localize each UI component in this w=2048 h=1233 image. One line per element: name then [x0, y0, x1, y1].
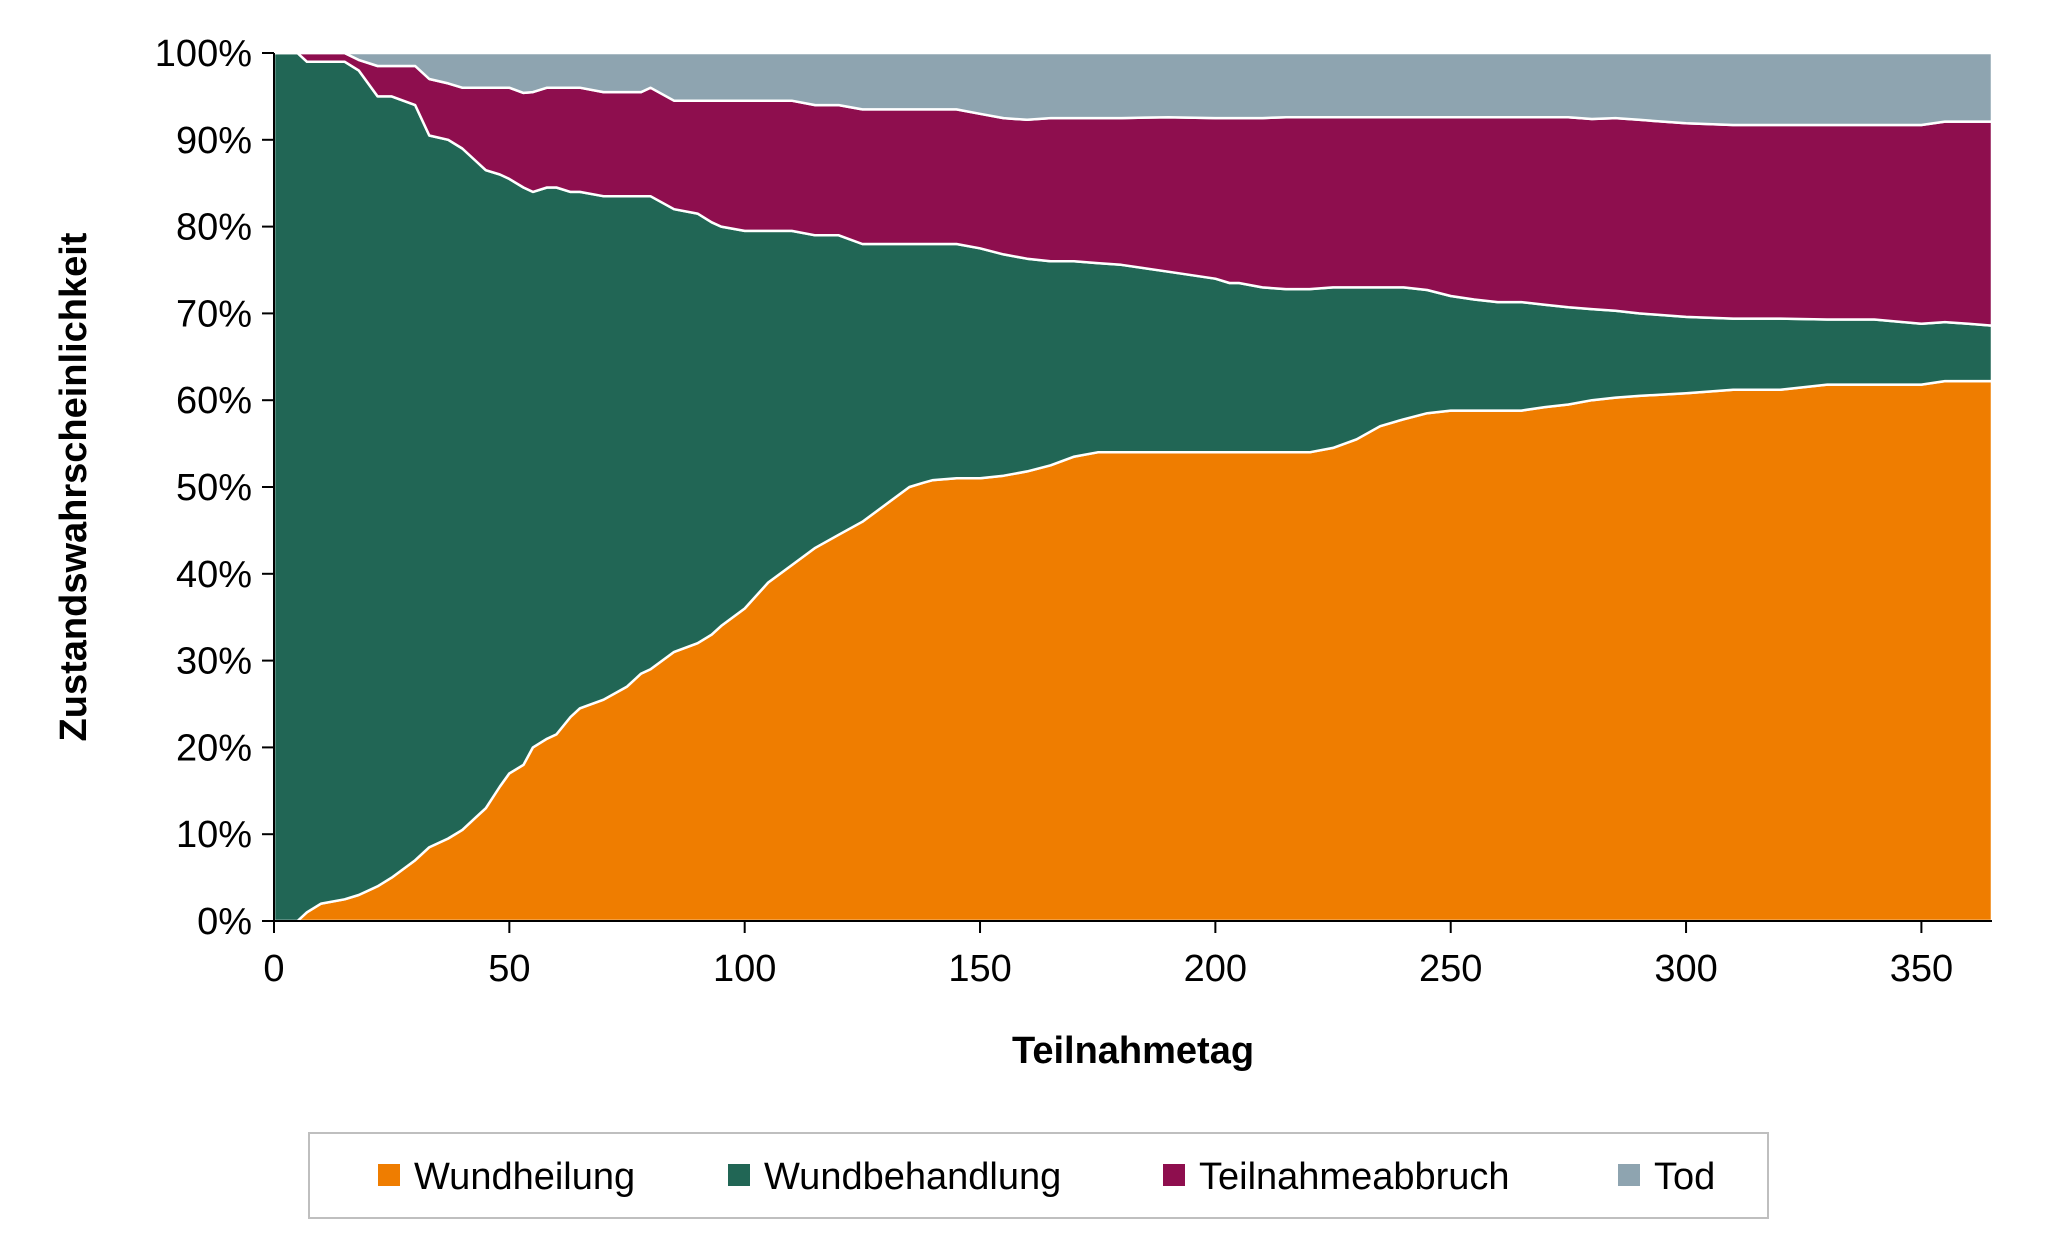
legend-items: Wundheilung Wundbehandlung Teilnahmeabbruc… [378, 1156, 1715, 1198]
legend-box [308, 1132, 1769, 1219]
x-tick-label: 150 [948, 948, 1011, 990]
legend-swatch-wundbehandlung [728, 1164, 750, 1186]
y-tick-label: 10% [176, 814, 252, 856]
legend-label-teilnahmeabbruch: Teilnahmeabbruch [1199, 1156, 1510, 1198]
y-tick-label: 50% [176, 467, 252, 509]
x-axis-title: Teilnahmetag [1012, 1030, 1254, 1072]
y-tick-label: 0% [197, 901, 252, 943]
x-tick-label: 250 [1419, 948, 1482, 990]
x-tick-label: 300 [1654, 948, 1717, 990]
y-axis-title: Zustandswahrscheinlichkeit [53, 232, 95, 741]
legend-swatch-tod [1618, 1164, 1640, 1186]
x-axis-ticks: 0 50 100 150 200 250 300 350 [263, 921, 1953, 990]
x-tick-label: 200 [1184, 948, 1247, 990]
y-tick-label: 70% [176, 293, 252, 335]
legend-label-wundbehandlung: Wundbehandlung [764, 1156, 1061, 1198]
legend-label-tod: Tod [1654, 1156, 1715, 1198]
x-tick-label: 350 [1890, 948, 1953, 990]
y-tick-label: 40% [176, 554, 252, 596]
y-axis-ticks: 0% 10% 20% 30% 40% 50% 60% 70% 80% 90% 100% [155, 33, 274, 943]
legend-swatch-wundheilung [378, 1164, 400, 1186]
y-tick-label: 90% [176, 120, 252, 162]
x-tick-label: 100 [713, 948, 776, 990]
y-tick-label: 30% [176, 641, 252, 683]
legend-swatch-teilnahmeabbruch [1163, 1164, 1185, 1186]
legend-label-wundheilung: Wundheilung [414, 1156, 635, 1198]
area-series-tod [272, 51, 1994, 127]
y-tick-label: 60% [176, 380, 252, 422]
legend: Wundheilung Wundbehandlung Teilnahmeabbruc… [308, 1132, 1769, 1219]
y-tick-label: 100% [155, 33, 252, 75]
area-layers [272, 51, 1994, 923]
y-tick-label: 80% [176, 207, 252, 249]
x-tick-label: 0 [263, 948, 284, 990]
x-tick-label: 50 [488, 948, 530, 990]
y-tick-label: 20% [176, 727, 252, 769]
